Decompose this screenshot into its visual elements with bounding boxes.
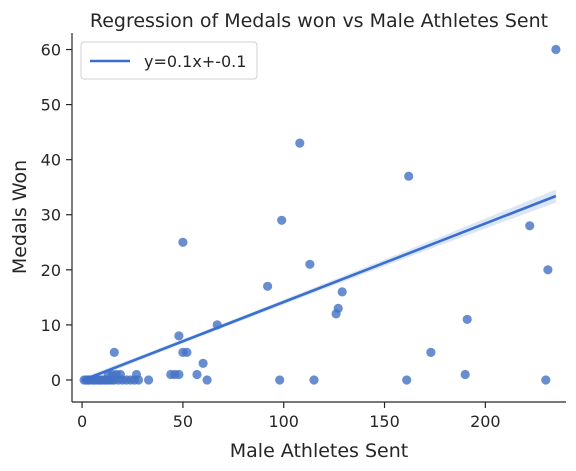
scatter-point [402, 375, 412, 385]
scatter-point [404, 171, 414, 181]
scatter-point [551, 44, 561, 55]
scatter-point [337, 287, 347, 297]
y-tick-label: 50 [41, 96, 61, 115]
x-tick-label: 100 [268, 412, 299, 431]
x-tick-label: 0 [77, 412, 87, 431]
scatter-point [263, 281, 273, 291]
scatter-point [275, 375, 285, 385]
scatter-point [109, 347, 119, 357]
scatter-point [192, 369, 202, 380]
scatter-point [174, 369, 184, 380]
y-axis-label: Medals Won [9, 160, 31, 274]
axes [71, 33, 566, 403]
scatter-point [144, 375, 154, 385]
scatter-point [462, 314, 472, 324]
scatter-point [460, 369, 470, 380]
scatter-point [202, 375, 212, 385]
scatter-point [426, 347, 436, 357]
scatter-point [541, 375, 551, 385]
y-tick-label: 30 [41, 206, 61, 225]
scatter-point [543, 265, 553, 275]
scatter-point [133, 375, 144, 385]
y-tick-label: 0 [51, 371, 61, 390]
x-axis-label: Male Athletes Sent [230, 440, 409, 462]
scatter-point [178, 237, 188, 247]
scatter-point [333, 303, 343, 313]
scatter-point [305, 259, 315, 269]
scatter-point [182, 347, 192, 357]
regression-line [81, 194, 557, 382]
plot-area [79, 44, 561, 385]
ticks: 0 50 100 150 200 0 10 20 30 40 50 60 [41, 41, 501, 431]
legend-label: y=0.1x+-0.1 [144, 52, 246, 71]
scatter-point [525, 221, 535, 231]
chart-title: Regression of Medals won vs Male Athlete… [90, 10, 548, 32]
legend: y=0.1x+-0.1 [80, 41, 258, 80]
y-tick-label: 20 [41, 261, 61, 280]
scatter-point [295, 138, 305, 148]
x-tick-label: 50 [173, 412, 193, 431]
scatter-point [309, 375, 319, 385]
y-tick-label: 10 [41, 316, 61, 335]
scatter-point [277, 215, 287, 225]
scatter-point [198, 358, 208, 368]
scatter-point [174, 331, 184, 341]
y-tick-label: 60 [41, 41, 61, 60]
x-tick-label: 200 [470, 412, 501, 431]
y-tick-label: 40 [41, 151, 61, 170]
x-tick-label: 150 [369, 412, 400, 431]
legend-box [80, 41, 258, 80]
